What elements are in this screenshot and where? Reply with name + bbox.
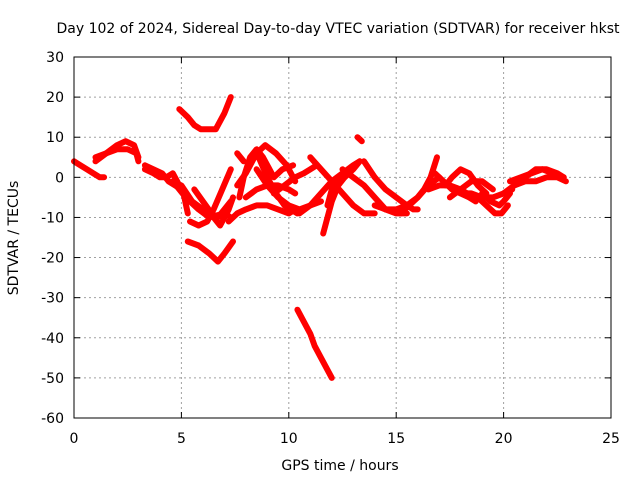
series-track-12 (225, 202, 299, 225)
y-tick-label: 30 (46, 50, 64, 66)
y-tick-labels: -60 -50 -40 -30 -20 -10 0 10 20 30 (41, 50, 64, 427)
series-track-37 (511, 174, 569, 189)
y-tick-label: -50 (41, 371, 64, 387)
series-track-10 (178, 182, 236, 229)
series-track-39 (354, 134, 365, 145)
y-tick-label: -30 (41, 291, 64, 307)
y-tick-label: -20 (41, 251, 64, 267)
data-series (71, 94, 569, 381)
series-track-23 (324, 158, 363, 209)
x-tick-labels: 0 5 10 15 20 25 (70, 431, 620, 447)
series-track-31 (442, 166, 490, 197)
x-tick-label: 5 (177, 431, 186, 447)
series-track-34 (479, 190, 513, 209)
series-track-18 (270, 162, 320, 197)
series-track-19 (294, 306, 335, 381)
x-tick-label: 10 (280, 431, 298, 447)
x-axis-label: GPS time / hours (281, 458, 398, 474)
series-track-27 (371, 174, 443, 213)
series-track-21 (307, 154, 378, 217)
y-axis-label: SDTVAR / TECUs (6, 181, 22, 296)
series-track-24 (339, 166, 410, 217)
series-track-3 (92, 146, 142, 165)
y-tick-label: 20 (46, 90, 64, 106)
series-track-14 (234, 142, 299, 189)
y-tick-label: -60 (41, 411, 64, 427)
series-track-25 (361, 158, 421, 213)
series-track-36 (507, 166, 567, 185)
series-track-11 (184, 238, 236, 265)
x-tick-label: 25 (602, 431, 620, 447)
series-track-7 (176, 94, 234, 133)
axis-ticks (73, 56, 612, 419)
x-tick-label: 0 (70, 431, 79, 447)
y-tick-label: 10 (46, 130, 64, 146)
y-tick-label: -10 (41, 210, 64, 226)
chart-title: Day 102 of 2024, Sidereal Day-to-day VTE… (57, 21, 620, 37)
x-tick-label: 15 (387, 431, 405, 447)
x-tick-label: 20 (495, 431, 513, 447)
series-track-33 (474, 194, 511, 217)
y-tick-label: -40 (41, 331, 64, 347)
y-tick-label: 0 (55, 170, 64, 186)
series-track-38 (234, 150, 247, 165)
grid (74, 57, 611, 418)
plot-frame (73, 56, 612, 419)
series-track-1 (71, 158, 108, 181)
